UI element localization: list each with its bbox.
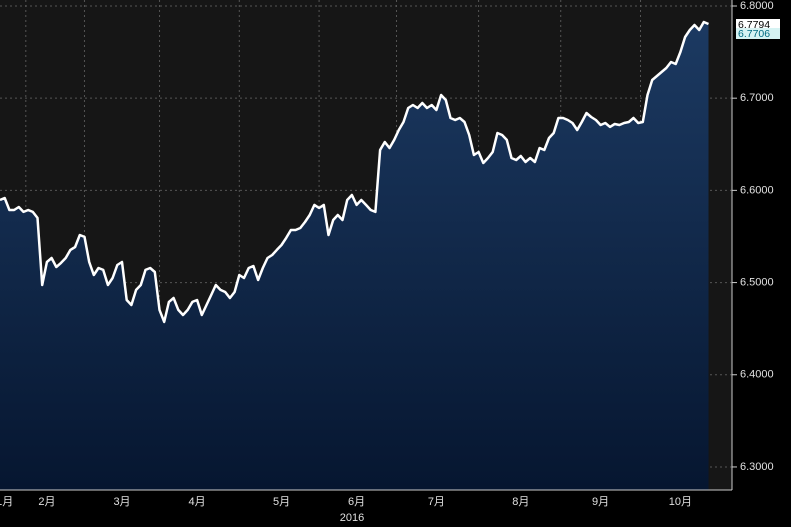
price-box: [736, 19, 780, 30]
area: [0, 22, 709, 490]
x-axis-label: 2016: [340, 512, 364, 524]
x-tick-label: 3月: [113, 496, 130, 508]
y-tick-label: 6.4000: [740, 369, 774, 381]
x-tick-label: 8月: [512, 496, 529, 508]
x-tick-label: 4月: [189, 496, 206, 508]
y-tick-label: 6.7000: [740, 92, 774, 104]
x-tick-label: 2月: [38, 496, 55, 508]
price-label: 6.7706: [738, 28, 770, 40]
x-tick-label: 7月: [428, 496, 445, 508]
price-box: [736, 28, 780, 39]
x-tick-label: 6月: [348, 496, 365, 508]
price-label: 6.7794: [738, 19, 770, 31]
y-tick-label: 6.5000: [740, 276, 774, 288]
x-tick-label: 9月: [592, 496, 609, 508]
x-tick-label: 5月: [273, 496, 290, 508]
y-tick-label: 6.3000: [740, 461, 774, 473]
x-tick-label: 1月: [0, 496, 13, 508]
x-tick-label: 10月: [669, 496, 692, 508]
y-tick-label: 6.6000: [740, 184, 774, 196]
y-tick-label: 6.8000: [740, 0, 774, 12]
line: [0, 20, 709, 324]
